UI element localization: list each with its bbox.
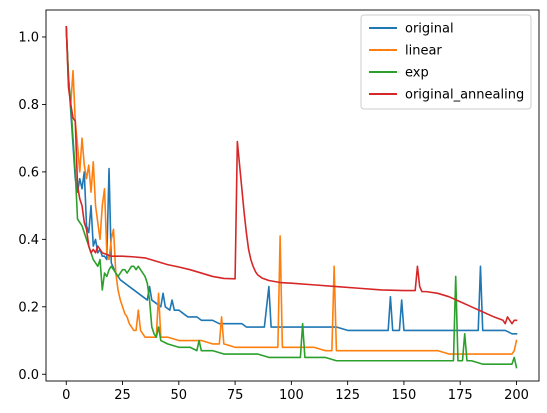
x-axis: 0 25 50 75 100 125 150 175 200	[62, 381, 529, 403]
legend-label-linear: linear	[405, 44, 442, 59]
y-tick-label: 0.6	[18, 165, 39, 180]
x-tick-label: 0	[62, 388, 70, 403]
legend: original linear exp original_annealing	[360, 14, 532, 110]
legend-label-exp: exp	[405, 66, 429, 81]
x-tick-label: 25	[114, 388, 131, 403]
series-layer	[65, 26, 518, 369]
y-tick-label: 1.0	[18, 30, 39, 45]
x-tick-label: 125	[335, 388, 360, 403]
y-tick-label: 0.8	[18, 98, 39, 113]
x-tick-label: 200	[504, 388, 529, 403]
legend-label-original-annealing: original_annealing	[405, 88, 524, 103]
x-tick-label: 75	[227, 388, 244, 403]
series-line-exp	[65, 26, 518, 369]
axes-frame	[45, 9, 540, 382]
y-tick-label: 0.0	[18, 368, 39, 383]
y-tick-label: 0.4	[18, 233, 39, 248]
x-tick-label: 175	[448, 388, 473, 403]
legend-label-original: original	[405, 22, 454, 37]
x-tick-label: 100	[279, 388, 304, 403]
legend-box	[360, 14, 532, 110]
x-tick-label: 150	[392, 388, 417, 403]
series-line-linear	[65, 26, 518, 355]
series-line-original-annealing	[65, 26, 518, 325]
y-tick-label: 0.2	[18, 300, 39, 315]
x-tick-label: 50	[171, 388, 188, 403]
y-axis: 0.0 0.2 0.4 0.6 0.8 1.0	[18, 30, 46, 383]
series-line-original	[65, 26, 518, 335]
